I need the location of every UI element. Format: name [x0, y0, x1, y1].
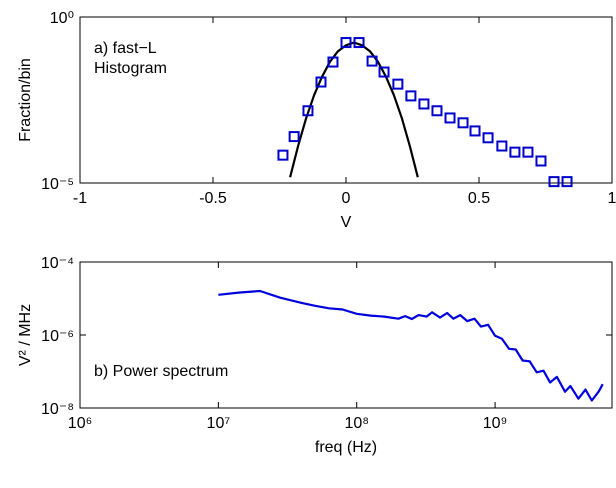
x-axis-label: freq (Hz) [315, 439, 377, 456]
plot-area [218, 289, 604, 402]
marker [315, 76, 327, 88]
x-axis-label: V [341, 214, 352, 231]
panel: -1 -0.5 0 0.5 1 10⁻⁵ 10⁰ V Fraction/bin a) fast−L… [17, 10, 616, 231]
y-axis-label: Fraction/bin [17, 58, 34, 142]
marker [405, 90, 417, 102]
plot-area [289, 41, 419, 178]
x-tick-label: 10⁸ [344, 415, 369, 432]
marker [496, 140, 508, 152]
annotation: b) Power spectrum [94, 363, 228, 380]
marker [457, 117, 469, 129]
y-tick-label: 10⁻⁸ [41, 401, 74, 418]
marker [327, 56, 339, 68]
marker [535, 155, 547, 167]
marker [509, 146, 521, 158]
marker [340, 37, 352, 49]
panel: 10⁶ 10⁷ 10⁸ 10⁹ 10⁻⁸ 10⁻⁶ 10⁻⁴ freq (Hz) V² / MH… [17, 255, 613, 456]
x-tick-label: -1 [73, 190, 87, 207]
marker [353, 37, 365, 49]
marker [444, 112, 456, 124]
x-tick-label: 10⁹ [483, 415, 508, 432]
y-tick-label: 10⁻⁴ [41, 255, 74, 272]
marker [378, 66, 390, 78]
x-tick-label: -0.5 [199, 190, 227, 207]
marker [277, 149, 289, 161]
x-tick-label: 10⁷ [207, 415, 231, 432]
line [289, 41, 419, 178]
annotation: a) fast−L [94, 40, 157, 57]
line [218, 289, 604, 402]
marker [288, 131, 300, 143]
marker [469, 125, 481, 137]
x-tick-label: 1 [608, 190, 616, 207]
x-tick-label: 0.5 [468, 190, 490, 207]
marker [482, 132, 494, 144]
marker [302, 105, 314, 117]
y-tick-label: 10⁰ [50, 10, 74, 27]
y-tick-label: 10⁻⁶ [41, 328, 74, 345]
marker [366, 55, 378, 67]
plot-box [79, 261, 613, 409]
annotation: Histogram [94, 60, 167, 77]
marker [431, 105, 443, 117]
marker [561, 176, 573, 188]
y-axis-label: V² / MHz [17, 304, 34, 366]
marker [522, 146, 534, 158]
marker [548, 176, 560, 188]
marker [418, 98, 430, 110]
x-tick-label: 10⁶ [68, 415, 92, 432]
y-tick-label: 10⁻⁵ [41, 176, 74, 193]
plot-box [79, 16, 613, 184]
marker [392, 78, 404, 90]
x-tick-label: 0 [342, 190, 351, 207]
